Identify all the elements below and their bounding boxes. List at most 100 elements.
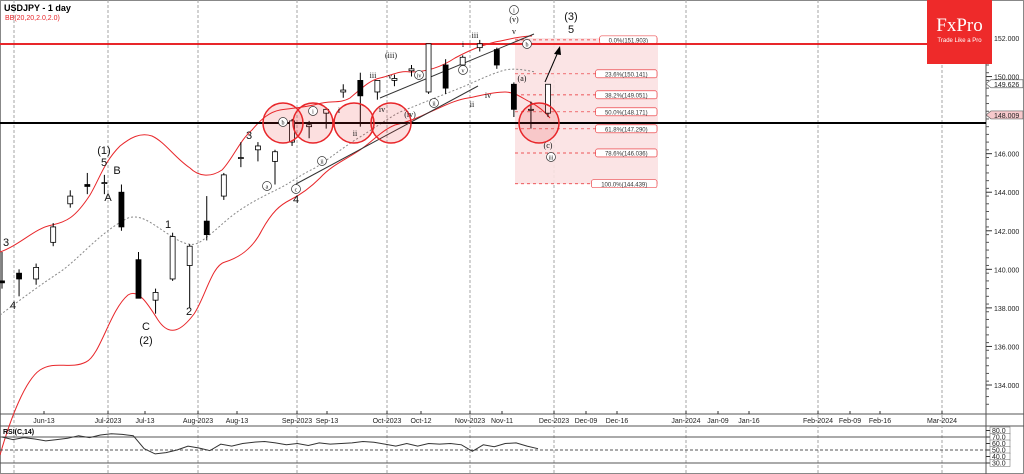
fib-level-label [591,179,658,189]
wave-label: 5 [101,157,107,169]
svg-text:40.0: 40.0 [992,454,1006,461]
rsi-panel: 80.070.060.050.040.030.0 [0,426,1011,468]
x-tick-label: Aug-13 [226,418,249,425]
time-axis[interactable]: Jun-13 Jul-2023 Jul-13 Aug-2023 Aug-13 Sep-20… [33,411,957,425]
bb-middle-band [0,68,536,316]
wave-label: 1 [165,219,171,231]
wave-label: (2) [139,335,152,347]
wave-label: (3) [564,11,577,23]
x-tick-label: Nov-11 [491,418,513,425]
highlight-circle [518,102,560,144]
y-tick-label: 136.000 [994,344,1019,351]
wave-label: (iii) [385,51,397,60]
y-tick-label: 152.000 [994,36,1019,43]
x-tick-label: Dec-16 [606,418,629,425]
svg-text:50.0: 50.0 [992,448,1006,455]
x-tick-label: Oct-12 [410,418,431,425]
svg-text:ii: ii [432,102,436,108]
candlesticks [0,39,551,314]
wave-label: A [104,192,112,204]
wave-label: iii [472,31,479,40]
x-tick-label: Jan-16 [738,418,760,425]
svg-text:iii: iii [548,156,553,162]
wave-label: 5 [568,24,574,36]
wave-label: 3 [246,130,252,142]
y-tick-label: 144.000 [994,190,1019,197]
price-axis[interactable]: 152.000 150.000 146.000 144.000 142.000 140.0… [985,18,1024,405]
x-tick-label: Jan-09 [707,418,729,425]
x-tick-label: Nov-2023 [455,418,485,425]
y-tick-label: 142.000 [994,229,1019,236]
fib-level-label [595,69,658,79]
rsi-line [1,433,539,455]
x-tick-label: Sep-2023 [282,418,312,425]
wave-label: (iv) [404,110,416,119]
x-tick-label: Jan-2024 [671,418,700,425]
wave-label: iii [370,71,377,80]
svg-text:23.6%(150.141): 23.6%(150.141) [605,72,648,78]
svg-text:50.0%(148.171): 50.0%(148.171) [605,110,648,116]
wave-label: 4 [10,300,16,312]
svg-text:38.2%(149.051): 38.2%(149.051) [605,93,648,99]
svg-text:ii: ii [320,160,324,166]
y-tick-label: 150.000 [994,75,1019,82]
wave-label: iv [485,91,491,100]
svg-text:100.0%(144.439): 100.0%(144.439) [601,182,647,188]
y-tick-label: 146.000 [994,152,1019,159]
svg-text:78.6%(146.036): 78.6%(146.036) [605,151,648,157]
wave-label: (1) [97,145,110,157]
x-tick-label: Jul-13 [135,418,154,425]
chart-title: USDJPY - 1 day [4,3,71,13]
svg-text:a: a [266,185,269,191]
highlight-circle [292,102,334,144]
svg-text:60.0: 60.0 [992,441,1006,448]
wave-label: C [142,321,150,333]
price-marker [985,110,1024,120]
fib-level-label [595,90,658,100]
svg-text:b: b [282,121,285,127]
svg-text:v: v [462,69,465,75]
svg-text:30.0: 30.0 [992,461,1006,468]
svg-text:70.0: 70.0 [992,435,1006,442]
wave-label: ii [353,129,358,138]
wave-label: B [113,165,120,177]
projection-arrow [544,46,561,83]
fib-level-label [595,107,658,117]
svg-text:149.626: 149.626 [994,82,1019,89]
logo-tagline: Trade Like a Pro [937,38,982,44]
highlight-circle [370,102,412,144]
svg-text:0.0%(151.903): 0.0%(151.903) [609,38,648,44]
svg-text:i: i [312,110,314,116]
wave-label: 2 [186,306,192,318]
x-tick-label: Jun-13 [33,418,55,425]
x-tick-label: Oct-2023 [373,418,402,425]
x-tick-label: Jul-2023 [95,418,122,425]
svg-text:61.8%(147.290): 61.8%(147.290) [605,127,648,133]
wave-label: 4 [293,194,299,206]
vertical-gridlines [13,0,943,474]
rsi-axis: 80.070.060.050.040.030.0 [986,426,1011,468]
y-tick-label: 140.000 [994,267,1019,274]
price-marker [985,79,1024,89]
x-tick-label: Aug-2023 [183,418,213,425]
logo-brand: FxPro [936,15,983,36]
wave-label: 3 [3,237,9,249]
wave-label: (v) [509,15,519,24]
x-tick-label: Mar-2024 [927,418,957,425]
bb-upper-band [0,35,533,253]
wave-label: v [388,72,392,81]
svg-text:iv: iv [417,74,422,80]
rsi-indicator-label: RSI(C,14) [3,429,35,436]
svg-text:148.009: 148.009 [994,113,1019,120]
svg-text:80.0: 80.0 [992,428,1006,435]
highlight-circles [262,102,560,144]
fib-level-label [595,148,658,158]
y-tick-label: 138.000 [994,306,1019,313]
bollinger-bands [0,35,551,456]
wave-label: i [462,40,465,49]
fib-level-label [595,124,658,134]
